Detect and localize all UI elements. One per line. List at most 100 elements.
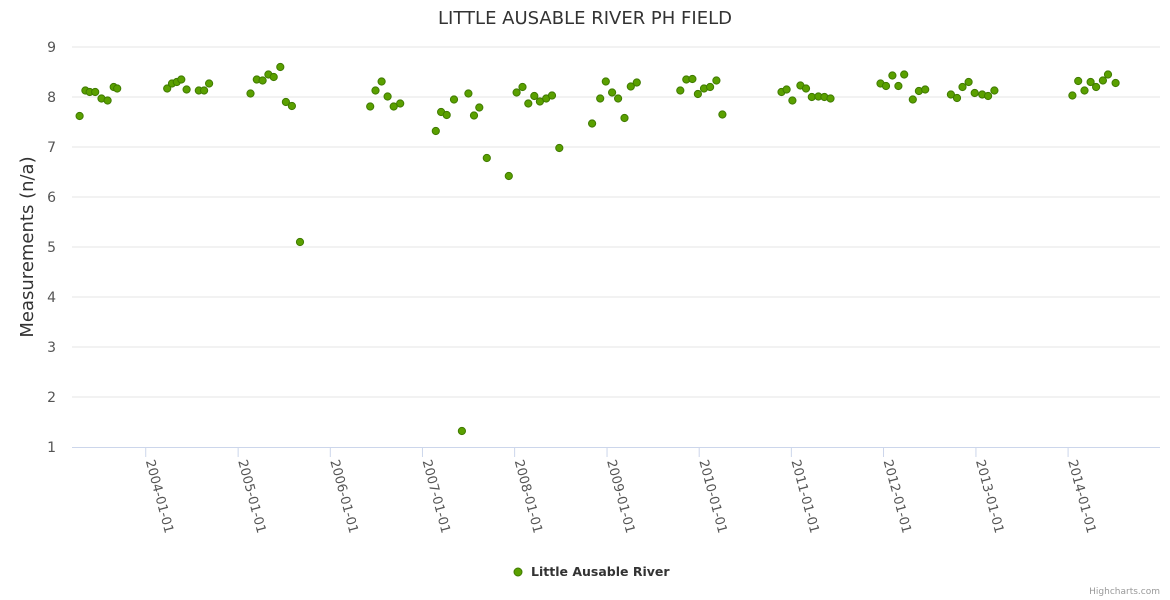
data-point[interactable]: 2013-02-18: 8.02 bbox=[984, 91, 993, 101]
data-point[interactable]: 2005-09-03: 5.1 bbox=[295, 237, 305, 247]
data-point[interactable]: 2005-06-17: 8.6 bbox=[276, 62, 285, 72]
data-point[interactable]: 2011-01-05: 7.93 bbox=[788, 96, 797, 105]
data-points: 2003-04-14: 7.622003-05-07: 8.132003-05-… bbox=[75, 62, 1120, 436]
data-point[interactable]: 2007-07-24: 7.63 bbox=[469, 111, 479, 120]
data-point[interactable]: 2013-03-15: 8.13 bbox=[990, 86, 999, 95]
y-tick-label: 6 bbox=[47, 190, 56, 206]
y-tick-label: 1 bbox=[47, 440, 56, 456]
data-point[interactable]: 2005-05-22: 8.4 bbox=[269, 72, 278, 82]
data-point[interactable]: 2004-06-11: 8.15 bbox=[182, 85, 191, 94]
data-point[interactable]: 2012-04-26: 7.95 bbox=[908, 95, 917, 104]
data-point[interactable]: 2012-03-23: 8.45 bbox=[900, 70, 909, 79]
data-point[interactable]: 2008-01-09: 8.09 bbox=[512, 88, 521, 97]
data-point[interactable]: 2014-03-07: 8.13 bbox=[1080, 86, 1089, 95]
data-point[interactable]: 2008-12-05: 7.97 bbox=[596, 94, 605, 103]
legend-marker[interactable] bbox=[513, 567, 523, 577]
data-point[interactable]: 2006-08-16: 8.01 bbox=[383, 92, 392, 101]
data-point[interactable]: 2007-07-02: 8.07 bbox=[464, 89, 473, 98]
data-point[interactable]: 2006-06-08: 7.81 bbox=[366, 102, 375, 111]
data-point[interactable]: 2010-03-10: 8.33 bbox=[712, 76, 721, 85]
credits-link[interactable]: Highcharts.com bbox=[1089, 587, 1160, 597]
data-point[interactable]: 2010-12-13: 8.15 bbox=[782, 85, 791, 94]
data-point[interactable]: 2008-03-19: 8.02 bbox=[530, 91, 539, 101]
data-point[interactable]: 2006-09-09: 7.81 bbox=[389, 102, 398, 111]
data-point[interactable]: 2009-04-29: 8.29 bbox=[632, 78, 641, 87]
data-point[interactable]: 2012-09-24: 8.05 bbox=[946, 90, 956, 99]
data-point[interactable]: 2004-03-26: 8.17 bbox=[163, 84, 172, 93]
data-point[interactable]: 2010-02-13: 8.2 bbox=[706, 82, 715, 92]
x-tick-label: 2011-01-01 bbox=[787, 458, 821, 535]
data-point[interactable]: 2011-02-28: 8.17 bbox=[801, 84, 811, 93]
data-point[interactable]: 2007-04-07: 7.64 bbox=[442, 110, 451, 120]
data-point[interactable]: 2009-01-21: 8.09 bbox=[608, 88, 617, 97]
data-point[interactable]: 2007-02-23: 7.32 bbox=[431, 126, 440, 136]
data-point[interactable]: 2009-10-18: 8.13 bbox=[676, 86, 685, 95]
data-point[interactable]: 2014-06-08: 8.45 bbox=[1103, 70, 1113, 79]
y-axis-title: Measurements (n/a) bbox=[17, 156, 38, 337]
data-point[interactable]: 2008-11-03: 7.47 bbox=[588, 119, 597, 128]
y-tick-label: 2 bbox=[47, 390, 56, 406]
data-point[interactable]: 2011-03-23: 8 bbox=[807, 92, 816, 102]
data-point[interactable]: 2014-01-18: 8.03 bbox=[1068, 91, 1077, 100]
data-point[interactable]: 2014-05-19: 8.33 bbox=[1098, 76, 1108, 85]
data-point[interactable]: 2014-02-10: 8.32 bbox=[1074, 76, 1083, 86]
data-point[interactable]: 2005-08-02: 7.82 bbox=[287, 101, 296, 111]
data-point[interactable]: 2008-12-27: 8.31 bbox=[601, 77, 610, 86]
x-tick-label: 2012-01-01 bbox=[880, 458, 914, 535]
data-point[interactable]: 2012-01-11: 8.22 bbox=[881, 81, 891, 91]
data-point[interactable]: 2008-05-28: 8.03 bbox=[547, 91, 557, 100]
data-point[interactable]: 2006-07-23: 8.31 bbox=[377, 77, 386, 86]
data-point[interactable]: 2007-08-14: 7.79 bbox=[475, 103, 484, 112]
data-point[interactable]: 2003-04-14: 7.62 bbox=[75, 111, 84, 121]
data-point[interactable]: 2007-06-06: 1.32 bbox=[457, 426, 466, 436]
data-point[interactable]: 2009-12-27: 8.06 bbox=[693, 89, 703, 99]
data-point[interactable]: 2007-05-06: 7.95 bbox=[449, 95, 459, 104]
gridlines bbox=[72, 46, 1160, 398]
data-point[interactable]: 2003-06-15: 8.1 bbox=[91, 87, 100, 97]
data-point[interactable]: 2012-10-18: 7.98 bbox=[952, 93, 962, 103]
data-point[interactable]: 2012-11-09: 8.2 bbox=[958, 82, 967, 92]
legend[interactable]: Little Ausable River bbox=[513, 564, 670, 579]
data-point[interactable]: 2007-09-13: 6.78 bbox=[482, 153, 491, 163]
data-point[interactable]: 2009-03-11: 7.58 bbox=[620, 113, 629, 123]
data-point[interactable]: 2004-09-08: 8.27 bbox=[205, 79, 214, 88]
data-point[interactable]: 2008-06-26: 6.98 bbox=[555, 143, 564, 153]
x-tick-label: 2008-01-01 bbox=[511, 458, 545, 535]
data-point[interactable]: 2014-03-31: 8.3 bbox=[1086, 77, 1095, 87]
y-tick-label: 3 bbox=[47, 340, 56, 356]
data-point[interactable]: 2004-05-21: 8.35 bbox=[177, 75, 186, 84]
data-point[interactable]: 2014-04-22: 8.2 bbox=[1092, 82, 1101, 92]
data-point[interactable]: 2012-02-05: 8.43 bbox=[888, 71, 897, 80]
data-point[interactable]: 2003-09-10: 8.17 bbox=[113, 84, 122, 93]
data-point[interactable]: 2008-02-01: 8.2 bbox=[518, 82, 527, 92]
data-point[interactable]: 2005-04-08: 8.33 bbox=[258, 76, 267, 85]
data-point[interactable]: 2007-12-09: 6.42 bbox=[504, 171, 513, 181]
data-point[interactable]: 2005-07-09: 7.9 bbox=[281, 97, 290, 107]
data-point[interactable]: 2006-10-05: 7.87 bbox=[396, 99, 405, 108]
data-point[interactable]: 2009-12-05: 8.36 bbox=[688, 74, 697, 84]
data-point[interactable]: 2005-02-19: 8.07 bbox=[246, 89, 255, 98]
legend-item-little-ausable-river[interactable]: Little Ausable River bbox=[531, 564, 670, 579]
y-tick-label: 5 bbox=[47, 240, 56, 256]
data-point[interactable]: 2011-06-05: 7.97 bbox=[826, 94, 835, 103]
x-tick-label: 2004-01-01 bbox=[142, 458, 176, 535]
data-point[interactable]: 2006-06-29: 8.13 bbox=[371, 86, 380, 95]
data-point[interactable]: 2010-04-03: 7.65 bbox=[718, 110, 727, 119]
chart-title: LITTLE AUSABLE RIVER PH FIELD bbox=[438, 8, 732, 29]
y-tick-label: 4 bbox=[47, 290, 56, 306]
y-tick-label: 8 bbox=[47, 90, 56, 106]
data-point[interactable]: 2012-06-14: 8.15 bbox=[921, 85, 930, 94]
x-tick-label: 2007-01-01 bbox=[419, 458, 453, 535]
data-point[interactable]: 2009-04-05: 8.21 bbox=[626, 82, 635, 91]
data-point[interactable]: 2014-07-08: 8.28 bbox=[1111, 78, 1120, 88]
data-point[interactable]: 2012-02-29: 8.22 bbox=[894, 81, 903, 91]
data-point[interactable]: 2012-12-03: 8.3 bbox=[964, 77, 973, 87]
data-point[interactable]: 2012-12-27: 8.08 bbox=[970, 88, 979, 98]
data-point[interactable]: 2004-08-19: 8.13 bbox=[200, 86, 209, 95]
data-point[interactable]: 2008-02-24: 7.87 bbox=[524, 99, 533, 108]
y-axis: 1 2 3 4 5 6 7 8 9 bbox=[47, 40, 56, 456]
data-point[interactable]: 2003-08-03: 7.93 bbox=[103, 96, 112, 105]
data-point[interactable]: 2009-02-14: 7.97 bbox=[614, 94, 623, 103]
